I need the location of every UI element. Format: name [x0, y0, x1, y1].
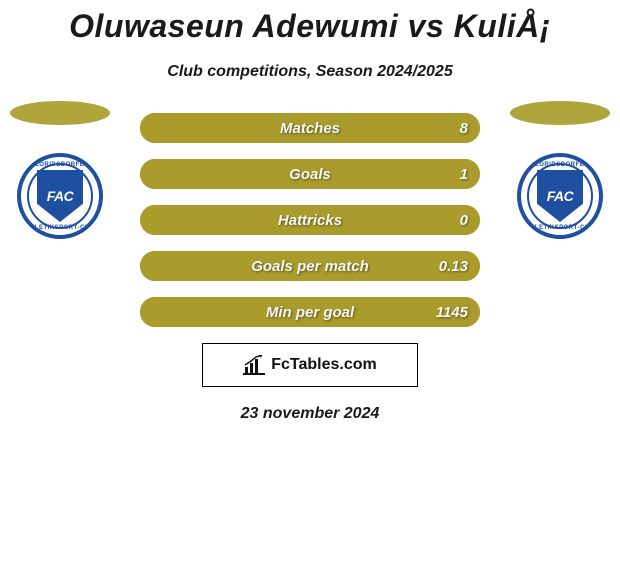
- badge-shield-text: FAC: [547, 188, 574, 204]
- badge-shield: FAC: [537, 170, 583, 222]
- brand-box: FcTables.com: [202, 343, 418, 387]
- stat-bar: Hattricks 0: [140, 205, 480, 235]
- stat-bar: Goals 1: [140, 159, 480, 189]
- badge-shield: FAC: [37, 170, 83, 222]
- badge-arc-top: FLORIDSDORFER: [531, 162, 589, 168]
- badge-arc-top: FLORIDSDORFER: [31, 162, 89, 168]
- stat-value: 0: [460, 212, 468, 229]
- left-team-column: FLORIDSDORFER FAC ATHLETIKSPORT-CLUB: [10, 101, 110, 239]
- subtitle: Club competitions, Season 2024/2025: [0, 63, 620, 81]
- stat-label: Goals per match: [251, 258, 369, 275]
- stat-value: 0.13: [439, 258, 468, 275]
- stat-label: Matches: [280, 120, 340, 137]
- right-club-badge: FLORIDSDORFER FAC ATHLETIKSPORT-CLUB: [517, 153, 603, 239]
- stat-value: 8: [460, 120, 468, 137]
- badge-arc-bottom: ATHLETIKSPORT-CLUB: [521, 225, 598, 231]
- stat-label: Goals: [289, 166, 331, 183]
- stat-label: Hattricks: [278, 212, 342, 229]
- chart-icon: [243, 355, 265, 375]
- stat-value: 1145: [436, 304, 468, 321]
- comparison-chart: FLORIDSDORFER FAC ATHLETIKSPORT-CLUB FLO…: [0, 113, 620, 423]
- stat-bars: Matches 8 Goals 1 Hattricks 0 Goals per match 0…: [140, 113, 480, 327]
- left-club-badge: FLORIDSDORFER FAC ATHLETIKSPORT-CLUB: [17, 153, 103, 239]
- page-title: Oluwaseun Adewumi vs KuliÅ¡: [0, 0, 620, 45]
- stat-bar: Min per goal 1145: [140, 297, 480, 327]
- stat-label: Min per goal: [266, 304, 354, 321]
- date-line: 23 november 2024: [0, 405, 620, 423]
- right-player-oval: [510, 101, 610, 125]
- badge-arc-bottom: ATHLETIKSPORT-CLUB: [21, 225, 98, 231]
- brand-text: FcTables.com: [271, 356, 377, 374]
- right-team-column: FLORIDSDORFER FAC ATHLETIKSPORT-CLUB: [510, 101, 610, 239]
- stat-bar: Matches 8: [140, 113, 480, 143]
- stat-bar: Goals per match 0.13: [140, 251, 480, 281]
- left-player-oval: [10, 101, 110, 125]
- badge-shield-text: FAC: [47, 188, 74, 204]
- stat-value: 1: [460, 166, 468, 183]
